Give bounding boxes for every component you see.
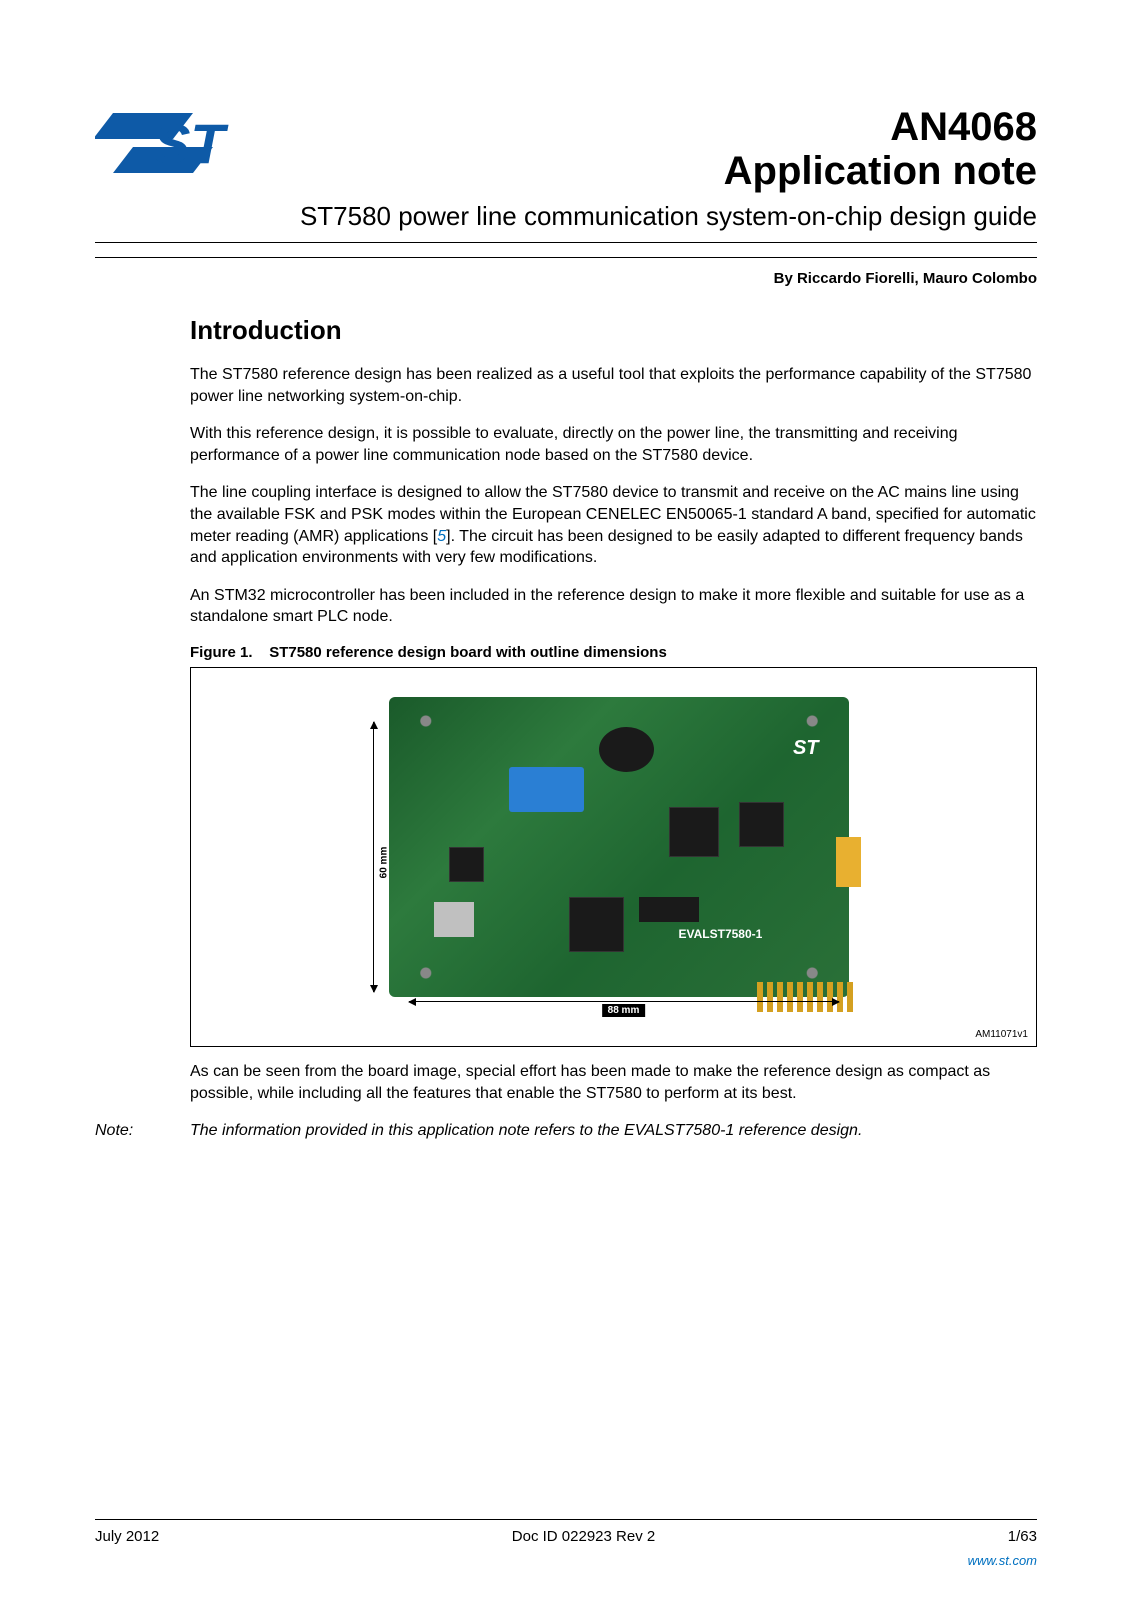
intro-p4: An STM32 microcontroller has been includ… [190,585,1037,628]
subtitle: ST7580 power line communication system-o… [95,201,1037,232]
doc-id: AN4068 [724,105,1037,149]
figure-ref-id: AM11071v1 [975,1029,1028,1040]
dimension-vertical: 60 mm [373,722,387,992]
authors: By Riccardo Fiorelli, Mauro Colombo [95,270,1037,287]
figure-box: ST EVALST7580-1 60 mm 88 mm AM11071v1 [190,667,1037,1047]
pcb-inductor [599,727,654,772]
content-area: Introduction The ST7580 reference design… [190,315,1037,1142]
note-label: Note: [95,1120,190,1142]
title-block: AN4068 Application note [724,105,1037,193]
figure-caption: Figure 1. ST7580 reference design board … [190,644,1037,661]
intro-heading: Introduction [190,315,1037,346]
intro-p2: With this reference design, it is possib… [190,423,1037,466]
footer-date: July 2012 [95,1528,159,1545]
svg-text:ST: ST [153,112,229,175]
figure-label: Figure 1. [190,644,253,661]
note-text: The information provided in this applica… [190,1120,862,1142]
pcb-silkscreen-text: EVALST7580-1 [679,927,763,941]
header-rule-2 [95,257,1037,258]
pcb-side-connector [836,837,861,887]
dimension-horizontal: 88 mm [409,1001,839,1015]
footer: July 2012 Doc ID 022923 Rev 2 1/63 [95,1519,1037,1545]
dimension-height-label: 60 mm [378,847,389,879]
doc-type: Application note [724,149,1037,193]
header-row: ST AN4068 Application note [95,105,1037,193]
after-figure-p1: As can be seen from the board image, spe… [190,1061,1037,1104]
pcb-st-logo: ST [793,737,819,760]
note-row: Note: The information provided in this a… [95,1120,1037,1142]
pcb-usb-connector [434,902,474,937]
footer-site-link[interactable]: www.st.com [968,1553,1037,1568]
pcb-board-illustration: ST EVALST7580-1 60 mm 88 mm [359,697,869,1017]
intro-p3: The line coupling interface is designed … [190,482,1037,568]
st-logo: ST [95,105,235,185]
intro-p1: The ST7580 reference design has been rea… [190,364,1037,407]
ref-5-link[interactable]: 5 [437,528,446,545]
pcb-chip-2 [669,807,719,857]
pcb-chip-3 [739,802,784,847]
footer-page: 1/63 [1008,1528,1037,1545]
footer-doc-rev: Doc ID 022923 Rev 2 [512,1528,655,1545]
pcb-header-pins [639,897,699,922]
pcb-mcu-chip [569,897,624,952]
pcb-substrate: ST EVALST7580-1 [389,697,849,997]
pcb-transformer [509,767,584,812]
header-rule-1 [95,242,1037,243]
dimension-width-label: 88 mm [602,1004,646,1017]
pcb-chip-4 [449,847,484,882]
figure-title: ST7580 reference design board with outli… [269,644,667,661]
